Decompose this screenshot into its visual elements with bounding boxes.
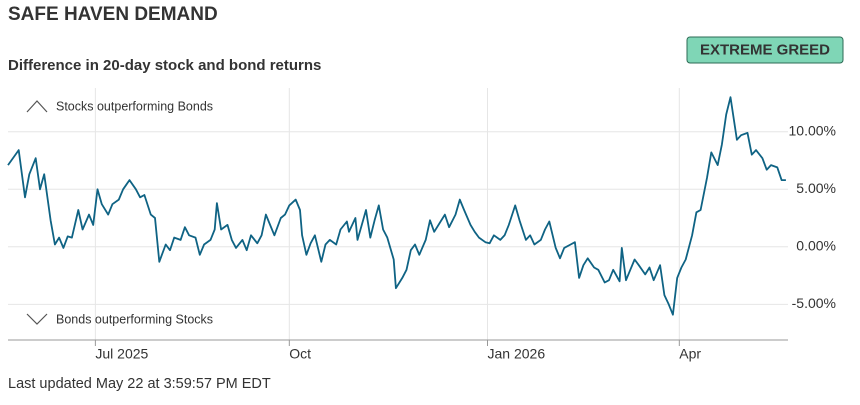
annotation-bottom: Bonds outperforming Stocks: [56, 312, 213, 326]
chart-subtitle: Difference in 20-day stock and bond retu…: [8, 57, 321, 74]
x-tick-label: Apr: [679, 346, 701, 362]
data-line: [7, 96, 786, 316]
x-tick-label: Oct: [289, 346, 311, 362]
y-tick-label: 10.00%: [789, 122, 836, 138]
x-tick-label: Jul 2025: [95, 346, 148, 362]
rating-label: EXTREME GREED: [700, 41, 830, 58]
y-tick-label: 5.00%: [796, 180, 836, 196]
y-tick-label: -5.00%: [792, 295, 836, 311]
annotation-top: Stocks outperforming Bonds: [56, 99, 213, 113]
up-chevron: [26, 100, 48, 113]
footer: Last updated May 22 at 3:59:57 PM EDT: [8, 376, 271, 392]
y-tick-label: 0.00%: [796, 237, 836, 253]
down-chevron: [26, 313, 48, 325]
x-tick-label: Jan 2026: [488, 346, 546, 362]
rating-badge: [686, 36, 844, 64]
chart-title: SAFE HAVEN DEMAND: [8, 4, 218, 25]
